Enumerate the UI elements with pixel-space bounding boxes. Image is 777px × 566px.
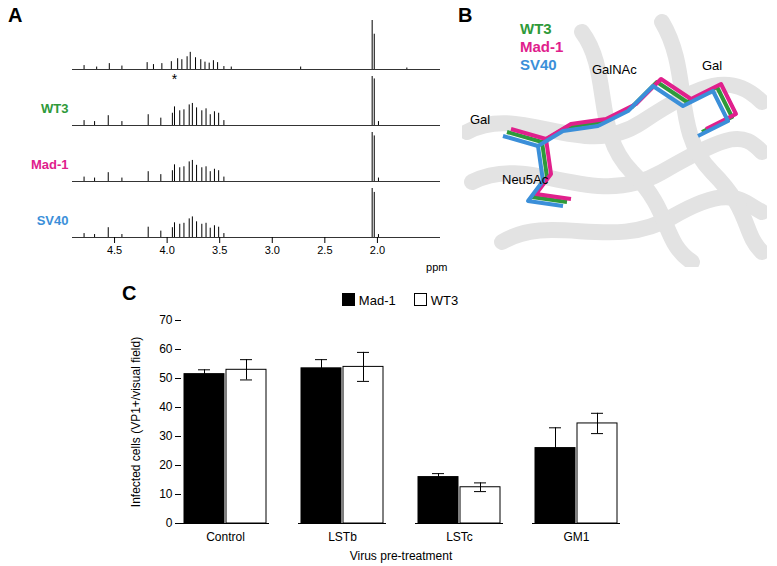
svg-text:4.0: 4.0 <box>159 244 174 256</box>
svg-text:10: 10 <box>159 487 173 501</box>
svg-text:LSTb: LSTb <box>328 530 357 544</box>
svg-text:WT3: WT3 <box>520 20 552 37</box>
svg-text:SV40: SV40 <box>37 213 69 228</box>
svg-text:50: 50 <box>159 371 173 385</box>
html-text:Mad-1: Mad-1 <box>358 292 396 308</box>
html-text:C: C <box>122 282 137 304</box>
svg-text:70: 70 <box>159 313 173 327</box>
svg-text:Mad-1: Mad-1 <box>31 157 69 172</box>
svg-text:30: 30 <box>159 429 173 443</box>
html-text:B: B <box>458 4 473 26</box>
svg-text:2.0: 2.0 <box>370 244 385 256</box>
svg-text:GalNAc: GalNAc <box>592 62 637 77</box>
svg-text:Neu5Ac: Neu5Ac <box>502 172 549 187</box>
svg-text:Gal: Gal <box>470 112 490 127</box>
svg-text:2.5: 2.5 <box>317 244 332 256</box>
svg-text:WT3: WT3 <box>41 101 68 116</box>
svg-text:0: 0 <box>166 516 173 530</box>
svg-text:3.0: 3.0 <box>265 244 280 256</box>
svg-text:GM1: GM1 <box>563 530 589 544</box>
svg-text:SV40: SV40 <box>520 56 557 73</box>
svg-text:Control: Control <box>206 530 245 544</box>
svg-text:60: 60 <box>159 342 173 356</box>
svg-text:Gal: Gal <box>702 58 722 73</box>
svg-text:Mad-1: Mad-1 <box>520 38 563 55</box>
svg-text:Virus pre-treatment: Virus pre-treatment <box>350 549 453 563</box>
svg-text:Infected cells (VP1+/visual fi: Infected cells (VP1+/visual field) <box>129 337 143 507</box>
html-text:A: A <box>8 4 23 26</box>
svg-text:20: 20 <box>159 458 173 472</box>
svg-text:3.5: 3.5 <box>212 244 227 256</box>
html-text:WT3: WT3 <box>430 292 459 308</box>
svg-text:40: 40 <box>159 400 173 414</box>
svg-text:*: * <box>172 71 178 87</box>
svg-text:ppm: ppm <box>426 261 447 273</box>
svg-text:LSTc: LSTc <box>446 530 473 544</box>
svg-text:4.5: 4.5 <box>107 244 122 256</box>
